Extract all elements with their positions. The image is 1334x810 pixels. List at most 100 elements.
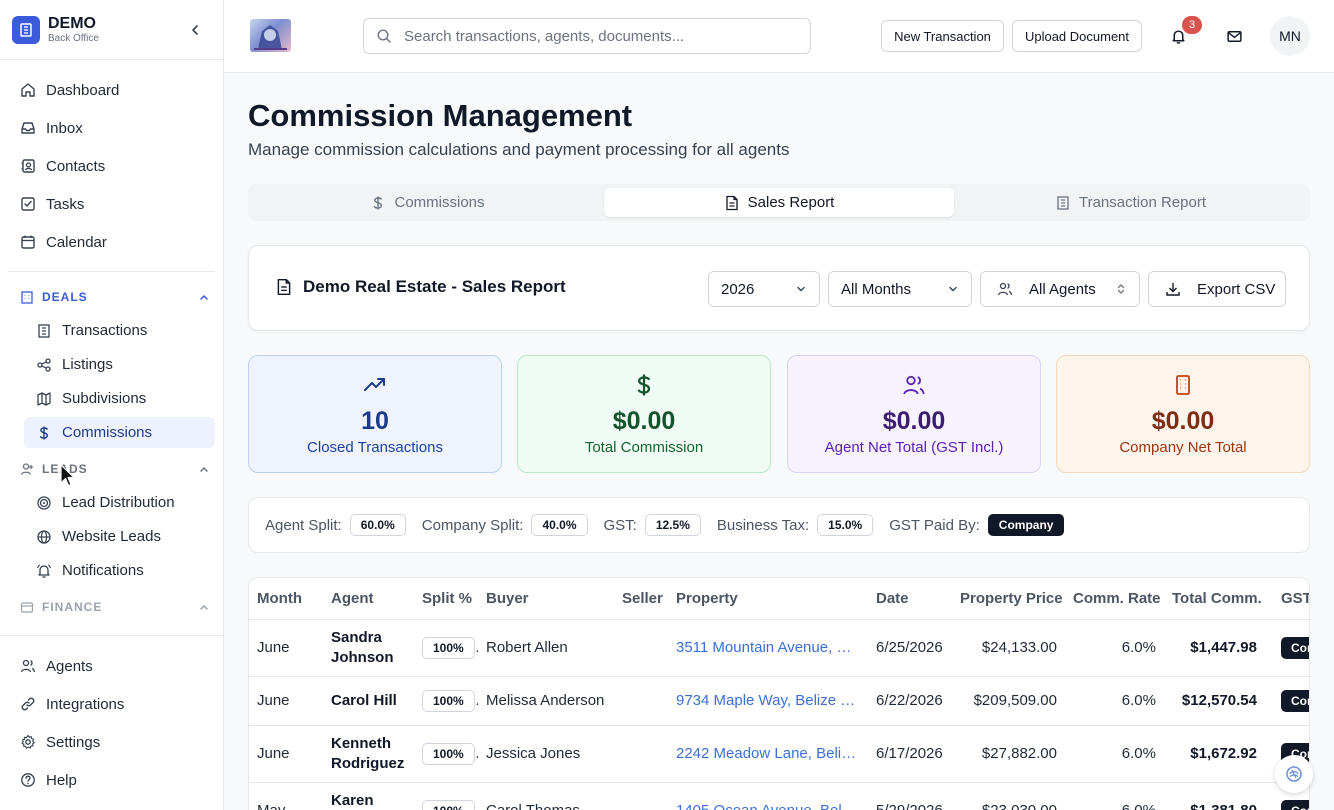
tab-sales-report[interactable]: Sales Report bbox=[604, 188, 954, 217]
new-transaction-button[interactable]: New Transaction bbox=[881, 20, 1004, 52]
sidebar-item-label: Agents bbox=[46, 657, 93, 675]
cell-date: 6/25/2026 bbox=[868, 619, 952, 677]
tab-transaction-report[interactable]: Transaction Report bbox=[955, 188, 1306, 217]
sidebar-item-help[interactable]: Help bbox=[8, 764, 215, 796]
business-tax-value: 15.0% bbox=[817, 514, 874, 536]
split-badge: 100% bbox=[422, 742, 475, 765]
users-icon bbox=[902, 373, 926, 397]
page-title: Commission Management bbox=[248, 98, 633, 133]
chevron-down-icon bbox=[795, 283, 807, 295]
column-header-date[interactable]: Date bbox=[868, 578, 952, 620]
export-csv-button[interactable]: Export CSV bbox=[1148, 271, 1286, 307]
table-row[interactable]: June Kenneth Rodriguez 100% Jessica Jone… bbox=[249, 725, 1309, 783]
cell-month: June bbox=[249, 619, 323, 677]
sidebar-item-transactions[interactable]: Transactions bbox=[24, 315, 215, 346]
sidebar-item-subdivisions[interactable]: Subdivisions bbox=[24, 383, 215, 414]
table-row[interactable]: June Carol Hill 100% Melissa Anderson 97… bbox=[249, 676, 1309, 726]
sidebar-item-contacts[interactable]: Contacts bbox=[8, 150, 215, 182]
column-header-comm-rate[interactable]: Comm. Rate bbox=[1065, 578, 1164, 620]
cell-buyer: Jessica Jones bbox=[478, 725, 614, 783]
tab-commissions[interactable]: Commissions bbox=[252, 188, 603, 217]
section-finance[interactable]: FINANCE bbox=[20, 597, 210, 617]
cell-comm-rate: 6.0% bbox=[1065, 619, 1164, 677]
column-header-property-price[interactable]: Property Price bbox=[952, 578, 1065, 620]
property-link[interactable]: 9734 Maple Way, Belize City bbox=[668, 676, 868, 726]
column-header-month[interactable]: Month bbox=[249, 578, 323, 620]
mail-icon bbox=[1226, 28, 1243, 45]
section-leads[interactable]: LEADS bbox=[20, 459, 210, 479]
property-link[interactable]: 2242 Meadow Lane, Belize City bbox=[668, 725, 868, 783]
property-link[interactable]: 1405 Ocean Avenue, Belize City bbox=[668, 782, 868, 810]
stat-value: $0.00 bbox=[1151, 407, 1215, 435]
upload-document-button[interactable]: Upload Document bbox=[1012, 20, 1142, 52]
brand-logo-icon[interactable] bbox=[12, 15, 40, 44]
sidebar-divider bbox=[8, 271, 215, 272]
stat-label: Closed Transactions bbox=[307, 439, 443, 456]
stat-card-total-commission: $0.00 Total Commission bbox=[517, 355, 771, 473]
split-settings-card: Agent Split: 60.0% Company Split: 40.0% … bbox=[248, 497, 1310, 553]
cell-date: 6/22/2026 bbox=[868, 676, 952, 726]
search-input[interactable] bbox=[404, 27, 784, 45]
section-deals[interactable]: DEALS bbox=[20, 287, 210, 307]
calendar-icon bbox=[20, 234, 36, 250]
cell-split: 100% bbox=[414, 676, 478, 726]
trending-up-icon bbox=[363, 373, 387, 397]
month-select-value: All Months bbox=[841, 280, 912, 298]
search-icon bbox=[376, 28, 392, 44]
main-content: Commission Management Manage commission … bbox=[224, 73, 1334, 810]
column-header-split[interactable]: Split % bbox=[414, 578, 478, 620]
gst-paid-badge: Company bbox=[1281, 689, 1309, 712]
month-select[interactable]: All Months bbox=[828, 271, 972, 307]
floating-assistant-button[interactable] bbox=[1275, 755, 1313, 793]
search-bar[interactable] bbox=[363, 18, 811, 54]
stat-label: Company Net Total bbox=[1119, 439, 1247, 456]
chevrons-up-down-icon bbox=[1115, 283, 1127, 295]
gear-icon bbox=[20, 734, 36, 750]
home-icon bbox=[20, 82, 36, 98]
year-select[interactable]: 2026 bbox=[708, 271, 820, 307]
users-icon bbox=[997, 281, 1013, 297]
sidebar-item-integrations[interactable]: Integrations bbox=[8, 688, 215, 720]
gst-paid-by-value: Company bbox=[987, 514, 1065, 536]
sidebar-item-calendar[interactable]: Calendar bbox=[8, 226, 215, 258]
agent-select[interactable]: All Agents bbox=[980, 271, 1140, 307]
sidebar-item-listings[interactable]: Listings bbox=[24, 349, 215, 380]
table-row[interactable]: May Karen Thompson 100% Carol Thomas 140… bbox=[249, 782, 1309, 810]
column-header-total-comm[interactable]: Total Comm. bbox=[1164, 578, 1265, 620]
agent-split-label: Agent Split: bbox=[265, 516, 342, 534]
property-link[interactable]: 3511 Mountain Avenue, Belize City bbox=[668, 619, 868, 677]
tasks-icon bbox=[20, 196, 36, 212]
sales-table: Month Agent Split % Buyer Seller Propert… bbox=[249, 578, 1309, 810]
sidebar-item-agents[interactable]: Agents bbox=[8, 650, 215, 682]
sidebar-item-notifications[interactable]: Notifications bbox=[24, 555, 215, 586]
sidebar-item-lead-distribution[interactable]: Lead Distribution bbox=[24, 487, 215, 518]
gst-paid-badge: Company bbox=[1281, 799, 1309, 810]
company-logo[interactable] bbox=[250, 19, 291, 52]
column-header-agent[interactable]: Agent bbox=[323, 578, 414, 620]
sidebar-item-label: Transactions bbox=[62, 322, 148, 339]
sidebar-item-label: Website Leads bbox=[62, 528, 161, 545]
cell-buyer: Robert Allen bbox=[478, 619, 614, 677]
sidebar-item-tasks[interactable]: Tasks bbox=[8, 188, 215, 220]
sidebar-item-dashboard[interactable]: Dashboard bbox=[8, 74, 215, 106]
column-header-seller[interactable]: Seller bbox=[614, 578, 668, 620]
sidebar-item-commissions[interactable]: Commissions bbox=[24, 417, 215, 448]
cell-comm-rate: 6.0% bbox=[1065, 782, 1164, 810]
users-icon bbox=[20, 658, 36, 674]
sidebar-item-settings[interactable]: Settings bbox=[8, 726, 215, 758]
cell-split: 100% bbox=[414, 782, 478, 810]
user-avatar[interactable]: MN bbox=[1270, 16, 1310, 56]
column-header-buyer[interactable]: Buyer bbox=[478, 578, 614, 620]
split-badge: 100% bbox=[422, 689, 475, 712]
sidebar-item-website-leads[interactable]: Website Leads bbox=[24, 521, 215, 552]
column-header-property[interactable]: Property bbox=[668, 578, 868, 620]
building-icon bbox=[36, 323, 52, 339]
collapse-sidebar-button[interactable] bbox=[185, 20, 205, 40]
sidebar-item-inbox[interactable]: Inbox bbox=[8, 112, 215, 144]
messages-button[interactable] bbox=[1222, 24, 1246, 48]
agent-select-value: All Agents bbox=[1029, 280, 1096, 298]
notifications-button[interactable]: 3 bbox=[1166, 16, 1202, 48]
table-row[interactable]: June Sandra Johnson 100% Robert Allen 35… bbox=[249, 619, 1309, 677]
column-header-gst-paid[interactable]: GST Paid bbox=[1265, 578, 1309, 620]
chevron-down-icon bbox=[947, 283, 959, 295]
